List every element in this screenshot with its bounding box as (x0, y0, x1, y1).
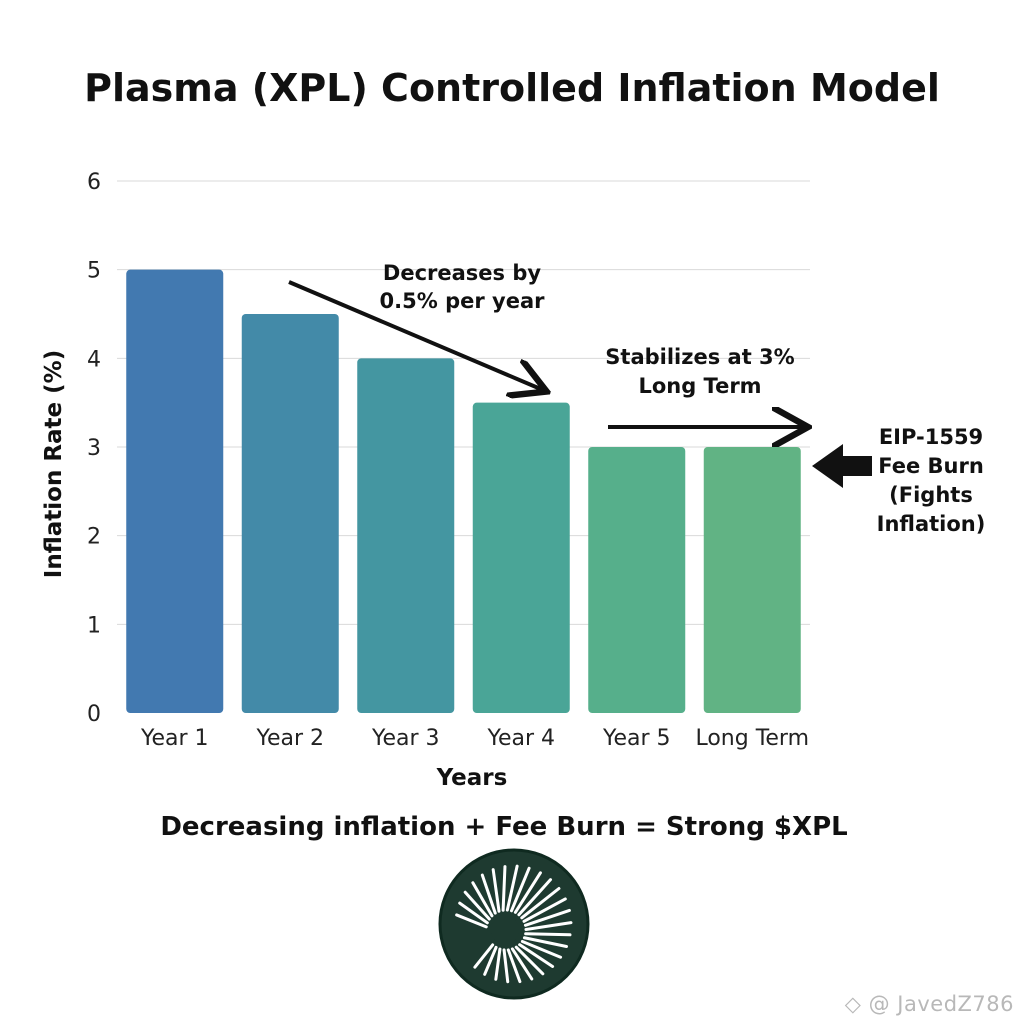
bars (126, 269, 801, 713)
binance-square-icon: ◇ (844, 992, 862, 1016)
burn-label-line-3: (Fights (889, 483, 973, 507)
logo-ray (517, 878, 552, 917)
stabilize-label-line-1: Stabilizes at 3% (605, 345, 794, 369)
logo-ray (463, 890, 491, 921)
logo-ray (506, 948, 522, 984)
y-tick-label: 1 (87, 613, 101, 638)
logo-ray (522, 936, 568, 949)
logo-ray (524, 932, 572, 937)
logo-ray (501, 865, 507, 912)
logo-ray (514, 945, 545, 976)
y-tick-label: 4 (87, 347, 101, 372)
x-tick-label: Year 1 (140, 726, 209, 751)
y-tick-label: 3 (87, 436, 101, 461)
bar-year-5 (588, 447, 686, 713)
x-tick-label: Year 4 (486, 726, 555, 751)
x-tick-label: Year 5 (602, 726, 671, 751)
decrease-label-line-1: Decreases by (383, 261, 541, 285)
y-tick-label: 5 (87, 259, 101, 284)
logo-ray (473, 943, 495, 969)
decrease-arrow (288, 280, 543, 390)
burn-label-line-1: EIP-1559 (879, 425, 983, 449)
logo-ray (524, 921, 573, 932)
logo-ray (513, 871, 542, 914)
x-tick-label: Year 2 (255, 726, 324, 751)
logo-ray (510, 947, 534, 981)
watermark-handle: @ JavedZ786 (868, 992, 1014, 1016)
burn-label-line-4: Inflation) (877, 512, 986, 536)
chart-caption: Decreasing inflation + Fee Burn = Strong… (160, 812, 847, 842)
stabilize-label-line-2: Long Term (638, 374, 761, 398)
bar-year-4 (472, 402, 570, 713)
x-tick-label: Year 3 (371, 726, 440, 751)
bar-year-1 (126, 269, 224, 713)
plasma-logo-icon (438, 848, 590, 1000)
fee-burn-arrow-icon (812, 444, 872, 488)
y-axis-label: Inflation Rate (%) (41, 350, 67, 578)
chart-title: Plasma (XPL) Controlled Inflation Model (84, 66, 940, 110)
logo-ray (520, 939, 563, 959)
bar-long-term (703, 447, 801, 713)
logo-ray (522, 897, 567, 923)
logo-ray (502, 948, 510, 984)
x-axis-ticks: Year 1 Year 2 Year 3 Year 4 Year 5 Long Term (140, 726, 809, 751)
x-tick-label: Long Term (695, 726, 809, 751)
logo-ray (480, 873, 497, 915)
logo-ray (518, 943, 555, 968)
logo-ray (509, 866, 531, 913)
logo-ray (505, 864, 519, 912)
logo-ray (494, 947, 502, 981)
bar-year-2 (241, 314, 339, 713)
logo-ray (458, 901, 489, 925)
grid-lines (117, 180, 810, 625)
decrease-label-line-2: 0.5% per year (380, 289, 546, 313)
logo-ray (483, 945, 498, 976)
x-axis-label: Years (436, 765, 508, 791)
watermark-text: ◇ @ JavedZ786 (845, 992, 1014, 1016)
logo-ray (520, 887, 561, 920)
logo-ray (455, 913, 488, 929)
y-axis-ticks: 0 1 2 3 4 5 6 (87, 170, 101, 727)
logo-ray (491, 868, 501, 913)
bar-year-3 (357, 358, 455, 713)
logo-ray (523, 908, 571, 927)
y-tick-label: 0 (87, 702, 101, 727)
y-tick-label: 2 (87, 525, 101, 550)
logo-ray (471, 881, 494, 918)
burn-label-line-2: Fee Burn (878, 454, 984, 478)
y-tick-label: 6 (87, 170, 101, 195)
